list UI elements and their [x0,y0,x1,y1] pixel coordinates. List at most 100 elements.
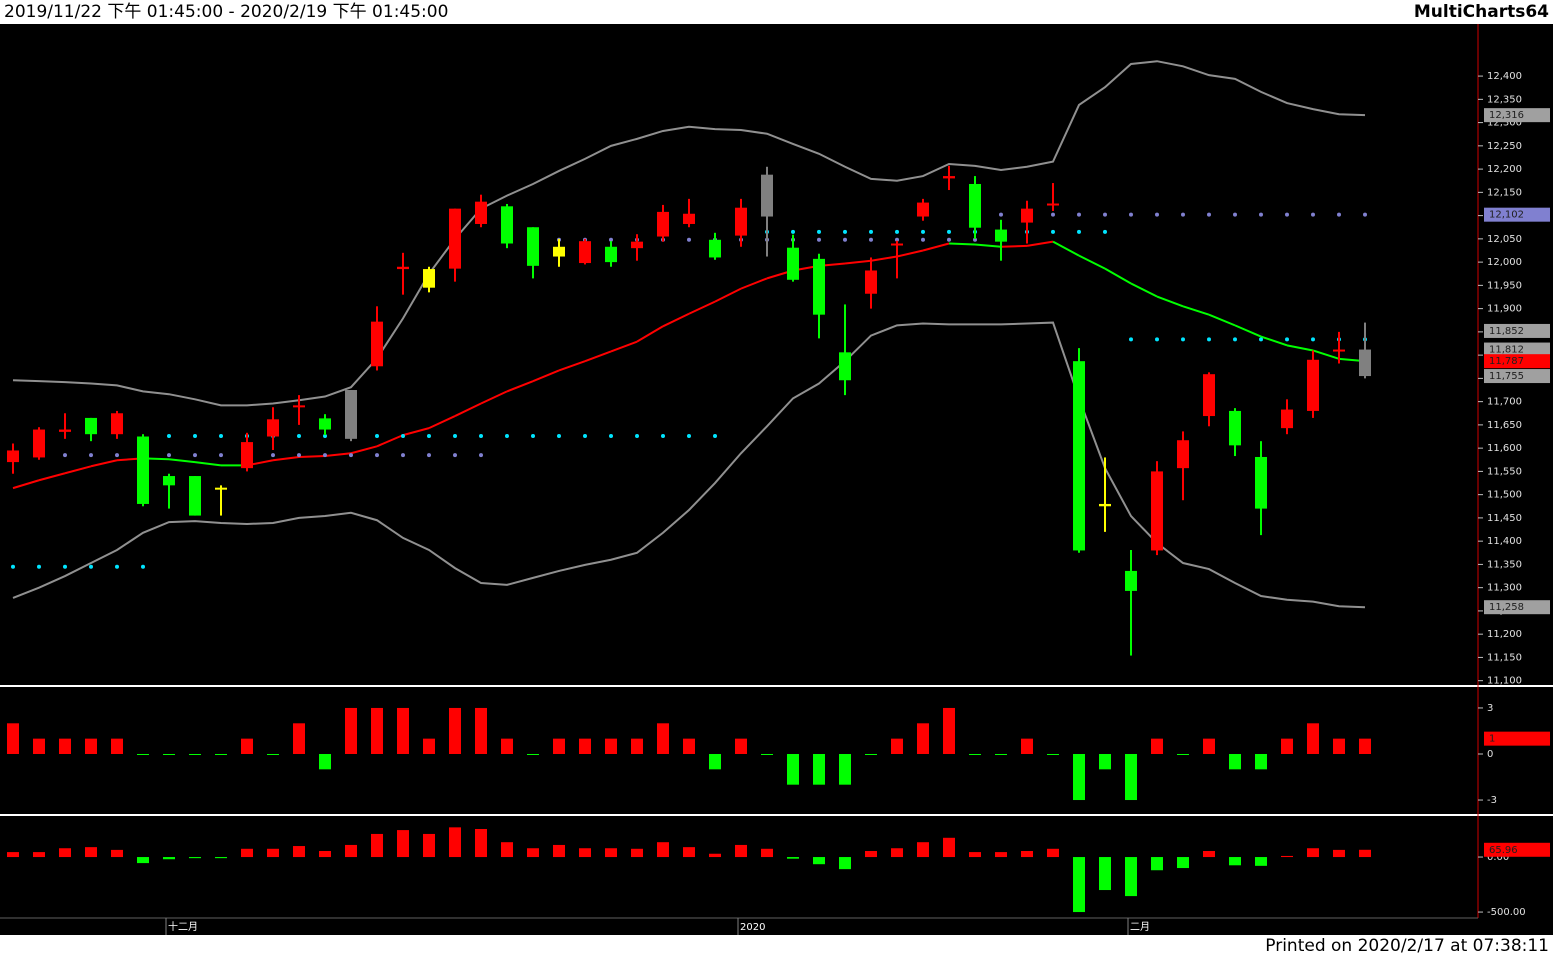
candle-body [1047,203,1059,206]
average-line [376,434,404,448]
y-tick-label: 12,050 [1487,234,1522,245]
price-tag-label: 11,258 [1489,602,1524,613]
level-dot [1259,337,1263,342]
level-dot [219,453,223,458]
candle-body [1073,361,1085,551]
bar [553,738,565,754]
average-line [948,242,976,246]
bar [709,853,721,858]
average-line [194,461,222,467]
bar [475,707,487,754]
candle-body [163,476,175,486]
average-line [662,312,690,328]
bar [189,753,201,755]
level-dot [817,237,821,242]
average-line [870,255,898,262]
average-line [1312,349,1340,360]
level-dot [609,237,613,242]
candle-body [553,246,565,257]
level-dot [999,212,1003,217]
average-line [922,242,950,252]
bar [85,738,97,754]
level-dot [63,453,67,458]
candle-body [397,266,409,270]
bar [1021,738,1033,754]
bar [319,850,331,858]
level-dot [271,453,275,458]
bar [111,849,123,858]
bar [969,753,981,755]
candle-body [787,247,799,280]
level-dot [427,453,431,458]
bar [683,847,695,858]
average-line [1234,324,1262,338]
bar [1307,848,1319,858]
y-tick-label: 0.00 [1487,852,1509,863]
level-dot [349,453,353,458]
y-tick-label: 11,500 [1487,490,1522,501]
candle-body [865,270,877,294]
y-tick-label: 11,450 [1487,513,1522,524]
average-line [298,455,326,458]
average-line [90,459,118,468]
average-line [272,455,300,462]
bar [449,827,461,858]
average-line [974,243,1002,248]
candle-body [267,419,279,437]
level-dot [531,434,535,439]
bar [657,842,669,858]
candle-body [683,213,695,224]
x-tick-label: 2020 [740,922,765,933]
footer-bar [0,935,1553,957]
candle-body [189,476,201,516]
level-dot [1207,337,1211,342]
bar [553,844,565,858]
bar [735,844,747,858]
candle-body [423,269,435,288]
level-dot [167,453,171,458]
level-dot [1129,337,1133,342]
level-dot [193,453,197,458]
bar [111,738,123,754]
bar [7,723,19,754]
y-tick-label: 12,400 [1487,71,1522,82]
average-line [168,458,196,464]
average-line [1078,254,1106,270]
level-dot [63,564,67,569]
bar [1359,738,1371,754]
bar [995,852,1007,858]
candle-body [1307,359,1319,411]
y-tick-label: 11,900 [1487,304,1522,315]
average-line [1260,335,1288,347]
bar [449,707,461,754]
x-tick-label: 二月 [1130,921,1150,933]
bar [371,707,383,754]
bar [267,848,279,858]
bar [1307,723,1319,754]
y-tick-label: 11,650 [1487,420,1522,431]
average-line [402,427,430,437]
level-dot [1103,212,1107,217]
y-tick-label: 12,300 [1487,118,1522,129]
level-dot [843,237,847,242]
level-dot [1181,337,1185,342]
bar [527,848,539,858]
x-tick-label: 十二月 [168,920,198,933]
candle-body [449,208,461,269]
bar [163,857,175,860]
bar [1177,857,1189,869]
y-tick-label: 12,000 [1487,257,1522,268]
level-dot [609,434,613,439]
bar [683,738,695,754]
level-dot [687,434,691,439]
average-line [1208,313,1236,327]
bar [579,738,591,754]
level-dot [1051,212,1055,217]
bar [371,833,383,858]
bar [1151,738,1163,754]
bar [891,848,903,858]
y-tick-label: 11,200 [1487,629,1522,640]
price-tag [1484,323,1550,338]
